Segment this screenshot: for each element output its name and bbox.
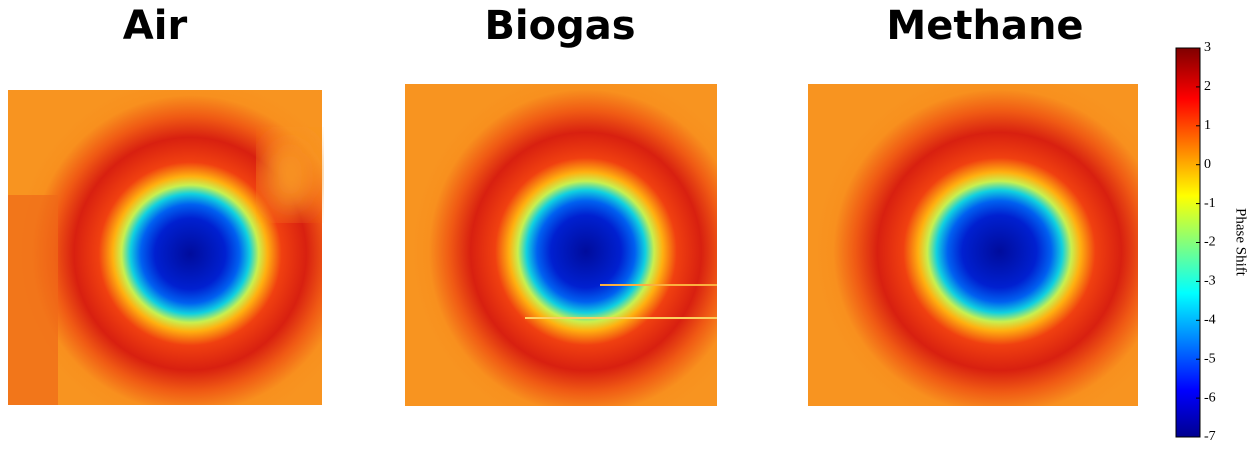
panel-air: Air xyxy=(8,3,322,405)
panel-title: Methane xyxy=(886,3,1083,49)
tick-label: -2 xyxy=(1204,235,1216,250)
panel-biogas: Biogas xyxy=(405,3,717,406)
tick-label: -5 xyxy=(1204,351,1216,366)
tick-label: 1 xyxy=(1204,118,1211,133)
tick-label: -7 xyxy=(1204,429,1216,444)
ring-gap xyxy=(262,135,318,215)
tick-label: -4 xyxy=(1204,313,1216,328)
tick-label: -6 xyxy=(1204,390,1216,405)
heatmap xyxy=(8,90,322,405)
tick-label: -1 xyxy=(1204,196,1216,211)
tick-label: 2 xyxy=(1204,79,1211,94)
tick-label: 3 xyxy=(1204,40,1211,55)
colorbar-label: Phase Shift xyxy=(1233,208,1249,277)
panel-title: Air xyxy=(123,3,188,49)
heatmap xyxy=(808,84,1138,406)
panel-title: Biogas xyxy=(484,3,635,49)
tick-label: -3 xyxy=(1204,274,1216,289)
tick-label: 0 xyxy=(1204,157,1211,172)
heatmap-region xyxy=(8,195,58,405)
colorbar: Phase Shift -7 -6 -5 -4 -3 -2 -1 0 1 2 3 xyxy=(1175,40,1249,444)
heatmap xyxy=(405,84,717,406)
panel-methane: Methane xyxy=(808,3,1138,406)
